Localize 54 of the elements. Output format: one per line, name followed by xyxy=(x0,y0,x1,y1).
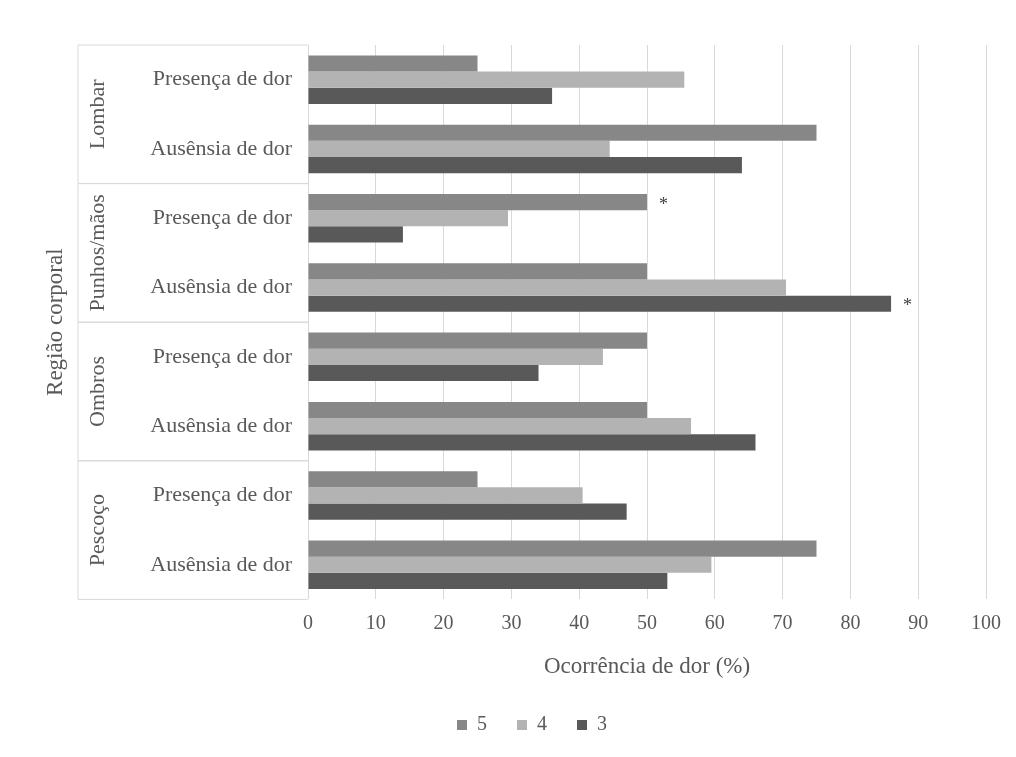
x-tick-label: 100 xyxy=(971,610,1001,633)
bar xyxy=(308,157,742,174)
text: Ombros xyxy=(83,356,109,427)
bar xyxy=(308,279,786,296)
y-tick-label: Ausênsia de dor xyxy=(150,273,293,299)
text: Punhos/mãos xyxy=(83,194,109,312)
y-tick-label: Ausênsia de dor xyxy=(150,411,293,437)
bar xyxy=(308,140,610,158)
y-tick-label: Presença de dor xyxy=(152,481,293,507)
bar xyxy=(308,540,817,557)
x-axis-title: Ocorrência de dor (%) xyxy=(543,653,751,679)
bar xyxy=(308,503,627,520)
text: Lombar xyxy=(83,78,109,150)
bar xyxy=(308,487,583,504)
bar xyxy=(308,55,478,72)
legend-label: 3 xyxy=(597,712,607,735)
y-tick-label: Presença de dor xyxy=(152,65,293,91)
x-tick-label: 0 xyxy=(303,610,313,633)
bar xyxy=(308,364,539,382)
bar xyxy=(308,295,892,312)
bar xyxy=(308,556,712,573)
x-tick-label: 10 xyxy=(365,610,386,633)
x-tick-label: 60 xyxy=(704,610,725,633)
bar xyxy=(308,434,756,451)
text: Pescoço xyxy=(83,494,109,567)
bar xyxy=(308,418,692,435)
bar xyxy=(308,572,668,590)
y-tick-label: Ausênsia de dor xyxy=(150,134,293,160)
y-axis-title: Região corporal xyxy=(42,248,68,396)
bar xyxy=(308,401,647,419)
y-tick-label: Presença de dor xyxy=(152,204,293,230)
x-tick-label: 40 xyxy=(569,610,590,633)
bar xyxy=(308,348,603,365)
bar xyxy=(308,194,647,211)
bar xyxy=(308,226,403,243)
bar xyxy=(308,71,685,88)
x-tick-label: 20 xyxy=(433,610,454,633)
bar xyxy=(308,87,553,104)
x-tick-label: 30 xyxy=(501,610,522,633)
bar xyxy=(308,332,647,349)
y-tick-label: Ausênsia de dor xyxy=(150,550,293,576)
legend-label: 4 xyxy=(537,712,547,735)
bar xyxy=(308,263,647,280)
data-label: * xyxy=(903,295,913,316)
bar xyxy=(308,210,509,227)
x-tick-label: 50 xyxy=(637,610,657,633)
x-tick-label: 70 xyxy=(772,610,793,633)
bar xyxy=(308,124,817,141)
x-tick-label: 80 xyxy=(840,610,861,633)
x-tick-label: 90 xyxy=(908,610,929,633)
bar xyxy=(308,471,478,488)
y-tick-label: Presença de dor xyxy=(152,342,293,368)
legend-label: 5 xyxy=(477,712,487,735)
data-label: * xyxy=(659,193,668,214)
